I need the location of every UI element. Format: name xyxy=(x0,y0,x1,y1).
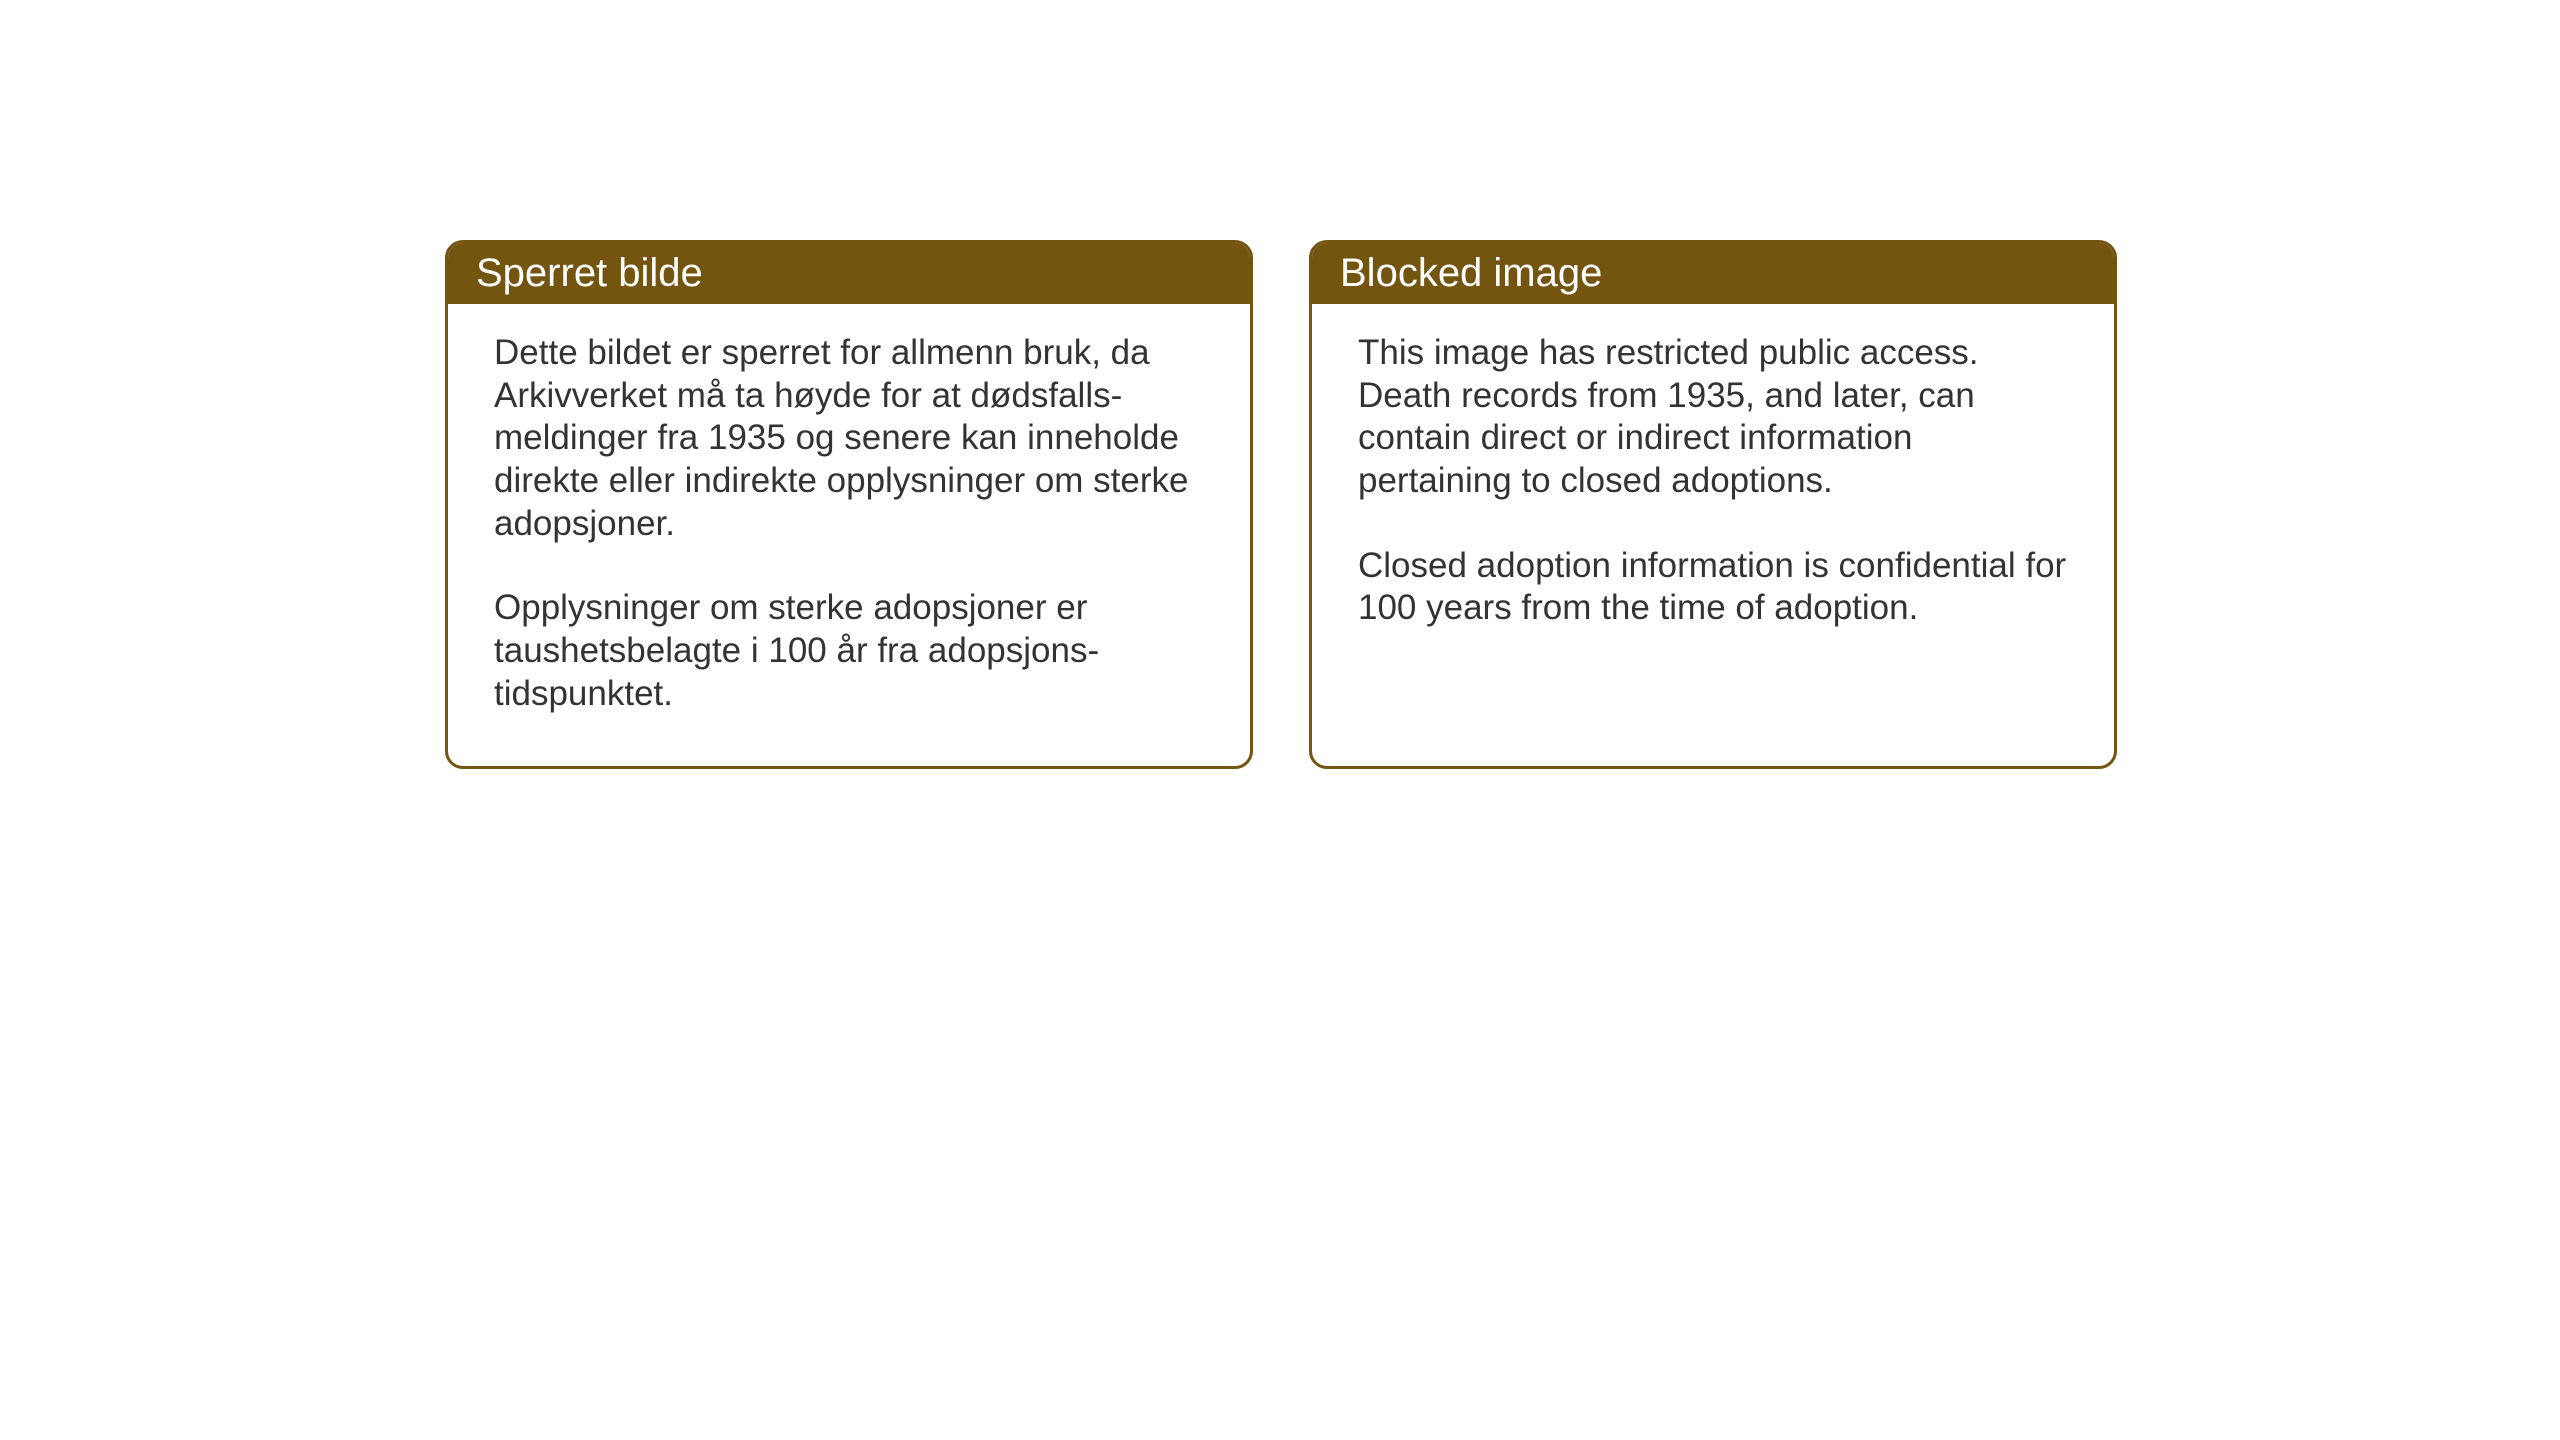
english-card-title: Blocked image xyxy=(1312,243,2114,304)
norwegian-card-title: Sperret bilde xyxy=(448,243,1250,304)
english-card-body: This image has restricted public access.… xyxy=(1312,304,2114,680)
english-notice-card: Blocked image This image has restricted … xyxy=(1309,240,2117,769)
english-paragraph-2: Closed adoption information is confident… xyxy=(1358,545,2068,630)
norwegian-notice-card: Sperret bilde Dette bildet er sperret fo… xyxy=(445,240,1253,769)
norwegian-card-body: Dette bildet er sperret for allmenn bruk… xyxy=(448,304,1250,766)
norwegian-paragraph-1: Dette bildet er sperret for allmenn bruk… xyxy=(494,332,1204,545)
norwegian-paragraph-2: Opplysninger om sterke adopsjoner er tau… xyxy=(494,587,1204,715)
english-paragraph-1: This image has restricted public access.… xyxy=(1358,332,2068,503)
notice-container: Sperret bilde Dette bildet er sperret fo… xyxy=(445,240,2117,769)
